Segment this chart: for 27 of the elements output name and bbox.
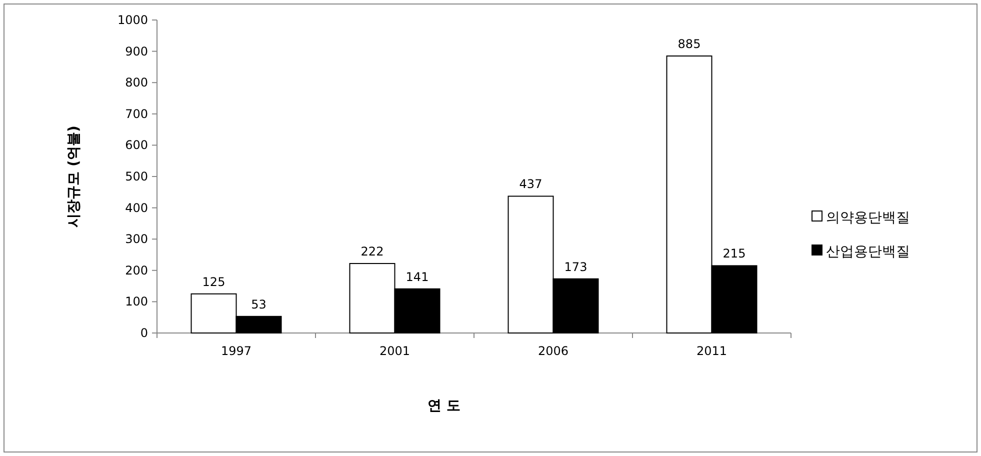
legend-label: 의약용단백질 — [826, 210, 910, 226]
y-tick-label: 500 — [125, 170, 148, 184]
x-tick-label: 2001 — [379, 344, 410, 358]
y-tick-label: 0 — [140, 326, 148, 340]
x-tick-label: 2011 — [696, 344, 728, 358]
legend-label: 산업용단백질 — [826, 244, 910, 260]
data-label: 141 — [406, 270, 429, 284]
y-tick-label: 200 — [125, 263, 148, 278]
y-tick-label: 600 — [125, 138, 148, 152]
y-tick-label: 800 — [125, 76, 148, 90]
y-axis-title: 시장규모 (억불) — [66, 126, 82, 228]
data-label: 437 — [519, 177, 542, 192]
x-tick-label: 2006 — [538, 344, 569, 358]
data-label: 173 — [564, 260, 588, 274]
data-label: 222 — [360, 244, 384, 259]
data-label: 125 — [202, 274, 226, 289]
data-label: 885 — [678, 36, 701, 51]
y-tick-label: 900 — [125, 44, 148, 58]
y-tick-label: 1000 — [117, 13, 148, 27]
y-tick-label: 100 — [125, 294, 148, 309]
y-tick-label: 300 — [125, 232, 148, 246]
x-tick-label: 1997 — [220, 344, 252, 358]
data-label: 215 — [722, 246, 746, 261]
data-label: 53 — [251, 297, 266, 312]
x-axis-title: 연 도 — [428, 398, 460, 414]
y-tick-label: 700 — [125, 106, 148, 121]
y-tick-label: 400 — [125, 200, 148, 215]
